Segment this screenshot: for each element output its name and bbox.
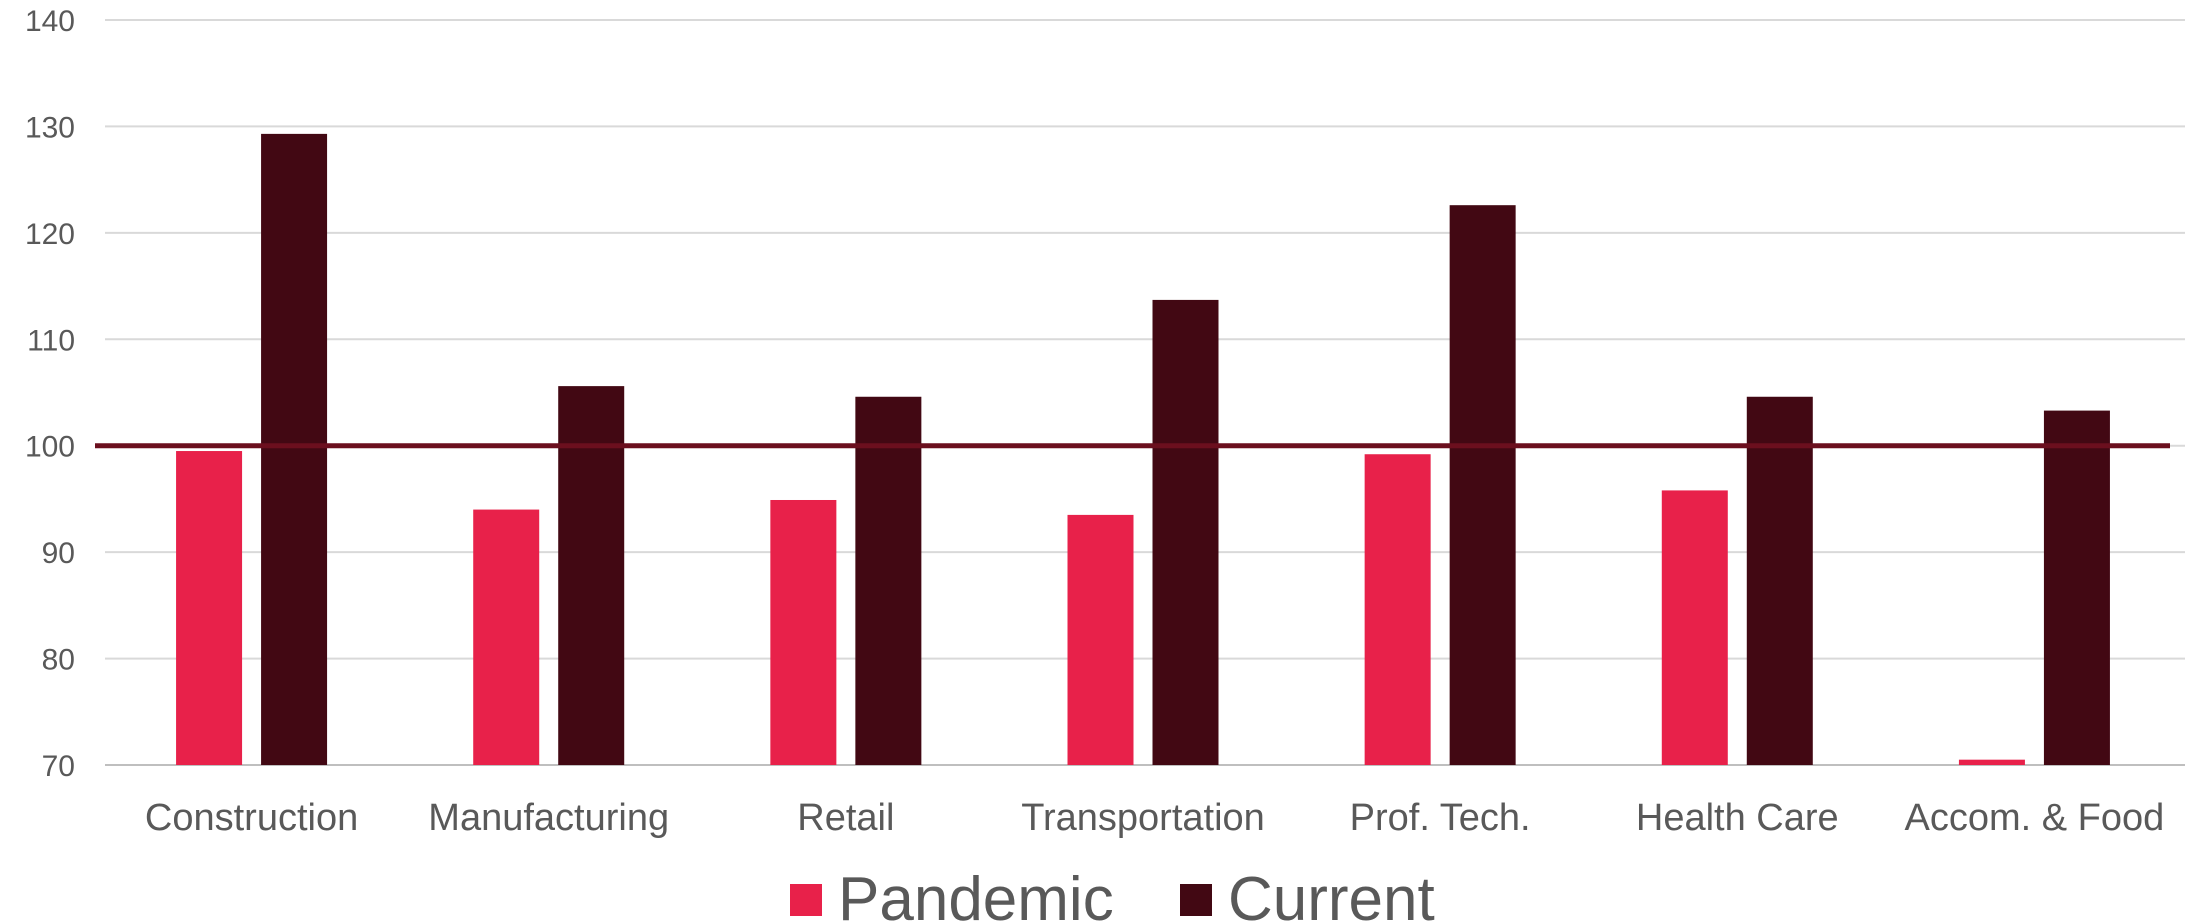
bar-pandemic-5 — [1661, 490, 1728, 765]
x-category-label: Transportation — [1021, 797, 1265, 839]
y-tick-label: 70 — [42, 750, 75, 783]
legend: Pandemic Current — [790, 865, 1435, 923]
legend-label-current: Current — [1228, 865, 1435, 923]
legend-swatch-pandemic — [790, 884, 822, 916]
y-tick-label: 130 — [25, 111, 75, 144]
x-category-label: Manufacturing — [428, 797, 669, 839]
x-axis-category-labels: Construction Manufacturing Retail Transport… — [145, 797, 2164, 839]
y-tick-label: 140 — [25, 5, 75, 38]
x-category-label: Health Care — [1636, 797, 1839, 839]
bar-current-1 — [558, 386, 625, 765]
bar-current-4 — [1449, 205, 1516, 765]
bar-current-3 — [1152, 299, 1219, 765]
legend-label-pandemic: Pandemic — [838, 865, 1114, 923]
x-category-label: Construction — [145, 797, 358, 839]
bars — [176, 133, 2110, 766]
x-category-label: Prof. Tech. — [1350, 797, 1531, 839]
bar-current-5 — [1746, 396, 1813, 765]
bar-pandemic-6 — [1958, 759, 2025, 765]
bar-current-2 — [855, 396, 922, 765]
y-tick-label: 110 — [27, 324, 75, 357]
y-tick-label: 80 — [42, 644, 75, 677]
x-category-label: Retail — [797, 797, 894, 839]
y-tick-label: 100 — [25, 431, 75, 464]
legend-swatch-current — [1180, 884, 1212, 916]
y-axis-tick-labels: 70 80 90 100 110 120 130 140 — [25, 5, 75, 783]
y-tick-label: 120 — [25, 218, 75, 251]
bar-pandemic-1 — [473, 509, 540, 765]
bar-pandemic-2 — [770, 499, 837, 765]
bar-current-6 — [2043, 410, 2110, 765]
bar-pandemic-0 — [176, 451, 243, 765]
x-category-label: Accom. & Food — [1905, 797, 2165, 839]
bar-pandemic-3 — [1067, 514, 1134, 765]
gridlines — [105, 19, 2185, 766]
y-tick-label: 90 — [42, 537, 75, 570]
bar-current-0 — [261, 133, 328, 766]
bar-pandemic-4 — [1364, 454, 1431, 765]
